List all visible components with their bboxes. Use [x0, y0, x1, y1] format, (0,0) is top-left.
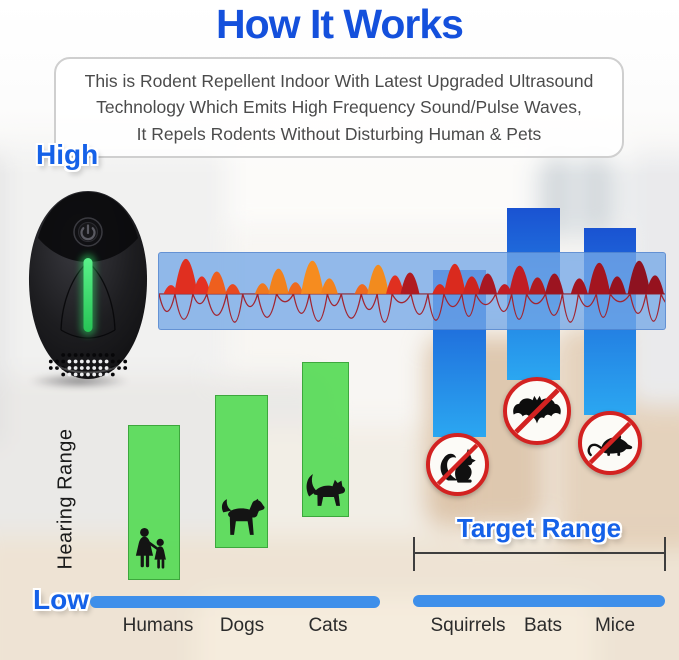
power-button-icon: [73, 217, 103, 247]
bar-dogs: [215, 395, 268, 548]
description-box: This is Rodent Repellent Indoor With Lat…: [54, 57, 624, 158]
page-title: How It Works: [216, 1, 464, 47]
label-cats: Cats: [308, 615, 348, 636]
label-mice: Mice: [594, 615, 636, 636]
label-squirrels: Squirrels: [430, 615, 506, 636]
speaker-grille: [48, 353, 128, 377]
label-bats: Bats: [523, 615, 563, 636]
prohibition-slash-icon: [514, 388, 560, 434]
description-line: It Repels Rodents Without Disturbing Hum…: [136, 123, 542, 144]
baseline-left: [90, 596, 380, 608]
no-mice-sign: [578, 411, 642, 475]
baseline-right: [413, 595, 665, 607]
target-range-label: Target Range: [456, 513, 622, 543]
low-axis-label: Low: [33, 584, 89, 615]
prohibition-slash-icon: [436, 443, 479, 486]
hearing-range-axis-label: Hearing Range: [54, 428, 77, 570]
dog-icon: [221, 498, 264, 535]
no-bats-sign: [503, 377, 571, 445]
woman-and-child-icon: [135, 527, 166, 569]
ultrasound-band: [158, 252, 666, 330]
bg-window-frame: [594, 146, 601, 234]
no-squirrels-sign: [426, 433, 489, 496]
prohibition-slash-icon: [588, 421, 632, 465]
bar-humans: [128, 425, 180, 580]
bg-window-frame: [552, 146, 559, 234]
label-humans: Humans: [122, 615, 194, 636]
repeller-device-graphic: [28, 191, 148, 379]
cat-icon: [306, 474, 345, 506]
description-line: This is Rodent Repellent Indoor With Lat…: [84, 71, 594, 91]
repeller-device: [22, 188, 154, 382]
high-axis-label: High: [36, 139, 99, 170]
target-range-bracket: [413, 537, 666, 571]
label-dogs: Dogs: [219, 615, 265, 636]
device-shadow: [28, 373, 130, 389]
sound-wave-svg: [159, 258, 665, 323]
led-strip: [80, 254, 96, 336]
bar-cats: [302, 362, 349, 517]
description-line: Technology Which Emits High Frequency So…: [96, 97, 582, 118]
